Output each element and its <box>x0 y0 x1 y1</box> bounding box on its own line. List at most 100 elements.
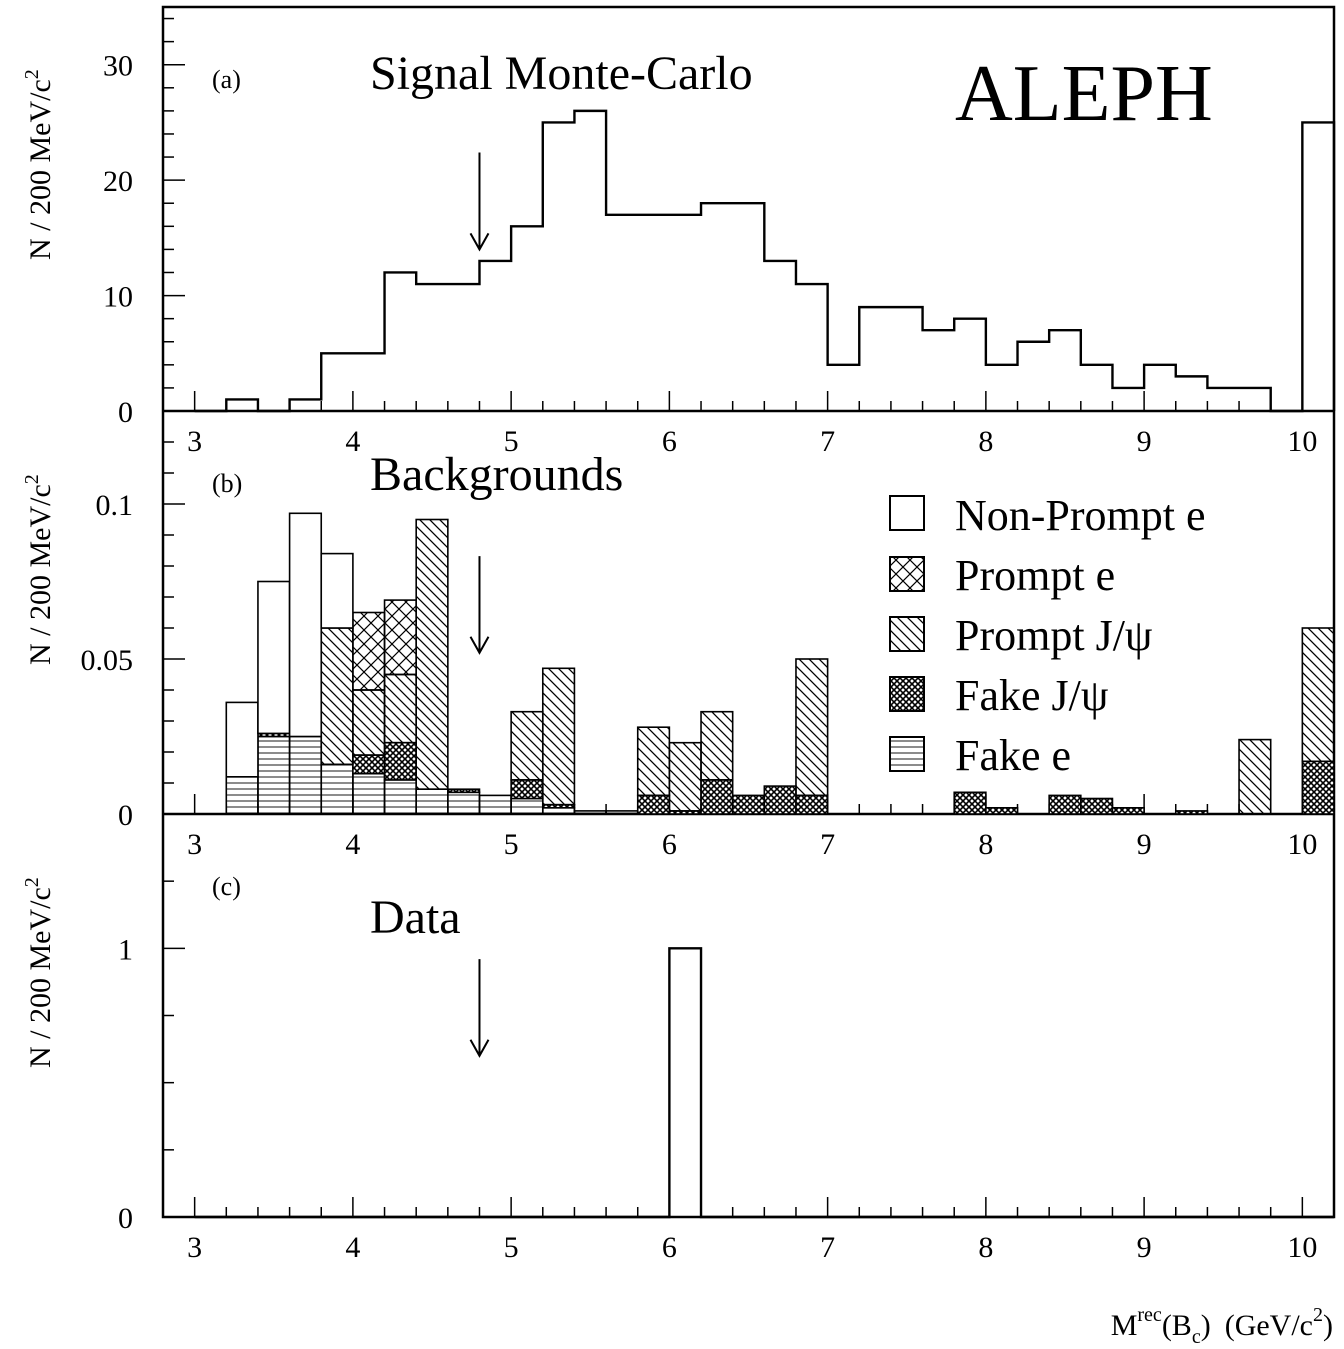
bar-fake-j- <box>1080 797 1114 815</box>
bar-prompt-j- <box>668 741 702 812</box>
x-tick-label: 6 <box>662 425 677 458</box>
y-tick-label: 20 <box>103 165 133 198</box>
bar-prompt-e <box>352 611 386 691</box>
bar-prompt-j- <box>795 658 829 797</box>
bar-prompt-j- <box>636 726 671 797</box>
x-tick-label: 10 <box>1287 828 1317 861</box>
x-tick-label: 8 <box>978 828 993 861</box>
histogram-bin <box>1081 365 1113 411</box>
x-tick-label: 5 <box>504 1231 519 1264</box>
bar-fake-j- <box>953 791 987 815</box>
panel-b-tag: (b) <box>212 469 242 498</box>
bar-fake-e <box>415 788 449 815</box>
bar-fake-j- <box>447 788 481 794</box>
bar-non-prompt-e <box>257 580 291 735</box>
legend-swatch-prompt-e <box>889 556 925 592</box>
bar-fake-j- <box>1111 806 1145 815</box>
histogram-bin <box>986 365 1018 411</box>
bar-fake-e <box>573 810 607 815</box>
histogram-bin <box>954 319 986 411</box>
histogram-bin <box>638 215 670 411</box>
histogram-bin <box>416 284 448 411</box>
bar-fake-e <box>510 797 544 815</box>
bar-fake-e <box>478 794 512 815</box>
bar-fake-e <box>225 775 259 815</box>
bar-fake-j- <box>1048 794 1082 815</box>
legend-label-fake-jpsi: Fake J/ψ <box>955 671 1108 720</box>
histogram-bin <box>701 203 733 411</box>
panel-a-tag: (a) <box>212 65 241 94</box>
x-tick-label: 8 <box>978 425 993 458</box>
bar-fake-e <box>352 772 386 815</box>
histogram-bin <box>1112 388 1144 411</box>
y-axis-title-a: N / 200 MeV/c2 <box>21 69 57 260</box>
histogram-bin <box>1207 388 1239 411</box>
y-tick-label: 10 <box>103 281 133 314</box>
bar-prompt-j- <box>415 518 449 791</box>
bar-fake-j- <box>1301 760 1335 815</box>
histogram-bin <box>448 284 480 411</box>
y-tick-label: 0.05 <box>81 644 134 677</box>
legend-label-prompt-e: Prompt e <box>955 551 1115 600</box>
legend-item-fake-jpsi: Fake J/ψ <box>889 671 1108 720</box>
histogram-bin <box>828 365 860 411</box>
bar-fake-j- <box>985 806 1019 815</box>
histogram-bin <box>796 284 828 411</box>
bar-fake-j- <box>1174 810 1209 815</box>
legend-label-fake-e: Fake e <box>955 731 1071 780</box>
histogram-bin <box>1144 365 1176 411</box>
x-tick-label: 4 <box>345 425 360 458</box>
legend: Non-Prompt e Prompt e Prompt J/ψ Fake J/… <box>889 491 1206 780</box>
bar-fake-e <box>383 779 417 815</box>
bar-prompt-j- <box>510 710 544 781</box>
histogram-bin <box>1049 330 1081 411</box>
histogram-bin <box>1018 342 1050 411</box>
panel-data: 3 4 5 6 7 8 9 10 0 1 <box>118 813 1334 1264</box>
bar-fake-j- <box>763 785 797 815</box>
histogram-bin <box>574 111 606 411</box>
legend-item-prompt-e: Prompt e <box>889 551 1115 600</box>
histogram-bin <box>353 353 385 411</box>
panel-c-tag: (c) <box>212 872 241 901</box>
histogram-bin <box>511 226 543 411</box>
bar-non-prompt-e <box>288 512 323 738</box>
histogram-bin <box>226 399 258 411</box>
bar-non-prompt-e <box>320 552 354 629</box>
legend-label-non-prompt-e: Non-Prompt e <box>955 491 1206 540</box>
histogram-bin <box>606 215 638 411</box>
y-axis-title-b: N / 200 MeV/c2 <box>21 474 57 665</box>
x-tick-label: 9 <box>1137 828 1152 861</box>
histogram-bin <box>891 307 923 411</box>
histogram-bin <box>1176 376 1208 411</box>
bar-prompt-j- <box>1238 738 1272 815</box>
bar-fake-j- <box>352 754 386 775</box>
cut-arrow-head <box>469 232 490 252</box>
bar-prompt-j- <box>541 667 576 806</box>
histogram-bin <box>923 330 955 411</box>
aleph-logo-text: ALEPH <box>955 50 1213 138</box>
bar-fake-e <box>257 735 291 815</box>
legend-swatch-prompt-jpsi <box>889 616 925 652</box>
bar-prompt-j- <box>352 689 386 756</box>
histogram-bin <box>385 272 417 411</box>
x-tick-label: 8 <box>978 1231 993 1264</box>
x-tick-label: 5 <box>504 828 519 861</box>
bar-non-prompt-e <box>225 701 259 778</box>
legend-swatch-non-prompt-e <box>889 495 925 531</box>
legend-item-fake-e: Fake e <box>889 731 1071 780</box>
y-tick-label: 0 <box>118 396 133 429</box>
histogram-bin <box>479 261 511 411</box>
bar-fake-e <box>447 791 481 815</box>
x-tick-label: 3 <box>187 1231 202 1264</box>
histogram-bin <box>1239 388 1271 411</box>
bar-fake-j- <box>795 794 829 815</box>
bar-fake-j- <box>510 779 544 800</box>
histogram-bin <box>1302 122 1334 411</box>
x-tick-label: 10 <box>1287 1231 1317 1264</box>
bar-prompt-j- <box>1301 627 1335 763</box>
bar-fake-j- <box>700 779 734 815</box>
y-axis-title-c: N / 200 MeV/c2 <box>21 877 57 1068</box>
panel-signal-monte-carlo: 3 4 5 6 7 8 9 10 0 10 20 30 <box>103 17 1336 458</box>
legend-swatch-fake-e <box>889 736 925 772</box>
x-tick-label: 7 <box>820 425 835 458</box>
